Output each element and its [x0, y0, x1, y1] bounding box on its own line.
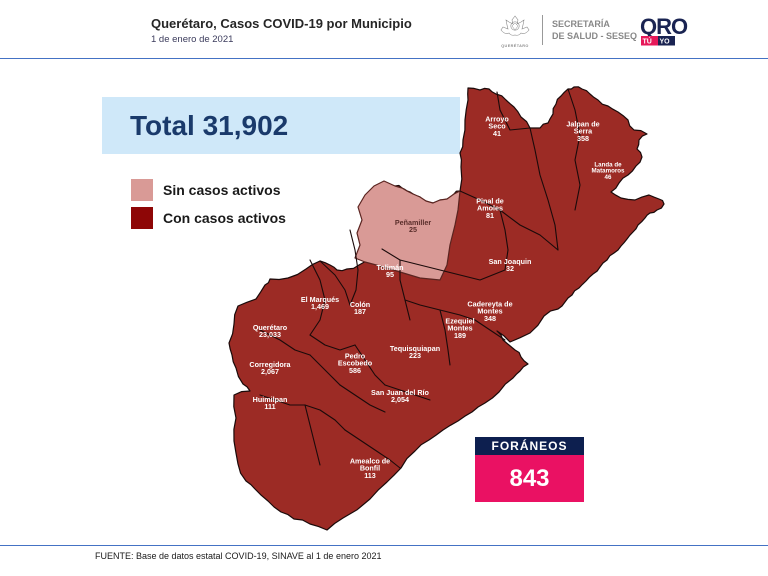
svg-text:YO: YO	[660, 39, 671, 46]
svg-text:TÚ: TÚ	[643, 37, 652, 46]
svg-text:QRO: QRO	[640, 14, 688, 39]
